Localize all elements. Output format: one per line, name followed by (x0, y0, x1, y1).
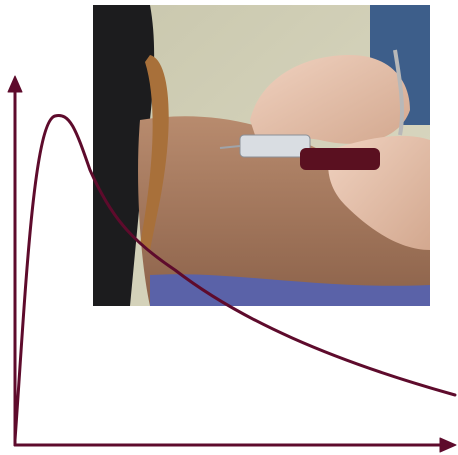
dark-shirt (93, 5, 155, 306)
blood-tube (300, 148, 380, 170)
tourniquet (140, 55, 169, 250)
x-axis-arrow (439, 437, 457, 453)
arm (138, 116, 430, 306)
curve-graphic (7, 75, 457, 453)
syringe (239, 134, 311, 158)
photo (93, 5, 430, 306)
concentration-curve (13, 113, 457, 442)
needle (219, 145, 241, 149)
upper-hand (250, 55, 410, 144)
blue-pad (150, 274, 430, 306)
y-axis-arrow (7, 75, 23, 93)
bracelet (393, 49, 405, 136)
